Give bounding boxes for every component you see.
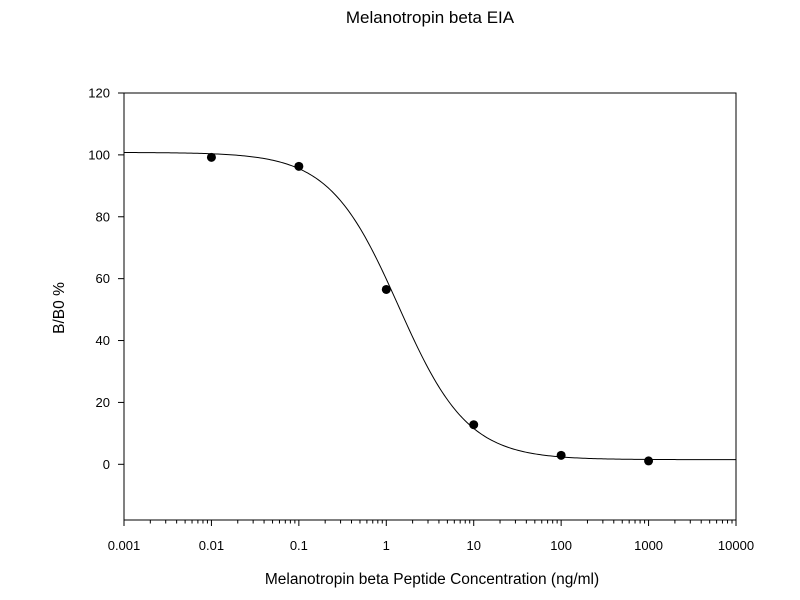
y-tick-label: 40 — [96, 333, 110, 348]
fit-curve — [124, 152, 737, 461]
data-points — [206, 152, 654, 466]
data-point — [556, 450, 566, 460]
x-tick-label: 10 — [466, 538, 480, 553]
chart-title: Melanotropin beta EIA — [345, 8, 515, 27]
x-tick-label: 1000 — [634, 538, 663, 553]
y-tick-label: 80 — [96, 209, 110, 224]
y-tick-label: 0 — [103, 457, 110, 472]
plot-frame — [123, 92, 737, 521]
y-axis-title: B/B0 % — [51, 282, 68, 334]
y-tick-label: 120 — [88, 86, 110, 101]
data-point — [469, 420, 479, 430]
data-point — [381, 284, 391, 294]
fit-curve-layer — [124, 152, 737, 461]
data-point — [206, 152, 216, 162]
data-point — [644, 456, 654, 466]
x-tick-label: 100 — [550, 538, 572, 553]
x-tick-label: 1 — [383, 538, 390, 553]
y-tick-label: 60 — [96, 271, 110, 286]
tick-labels: 0.001 0.01 0.1 1 10 100 1000 10000 0 20 40 60 80 100 1… — [88, 86, 754, 554]
x-tick-label: 10000 — [718, 538, 754, 553]
x-tick-label: 0.1 — [290, 538, 308, 553]
data-point — [294, 161, 304, 171]
x-axis-title: Melanotropin beta Peptide Concentration … — [265, 571, 599, 588]
axes — [118, 92, 737, 526]
x-tick-label: 0.01 — [199, 538, 224, 553]
x-tick-label: 0.001 — [108, 538, 141, 553]
y-tick-label: 100 — [88, 147, 110, 162]
y-tick-label: 20 — [96, 395, 110, 410]
